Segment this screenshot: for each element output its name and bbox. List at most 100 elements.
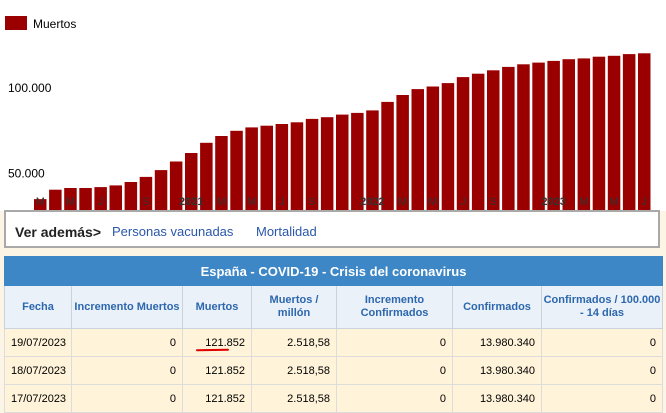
bar-2021-05 xyxy=(245,127,258,211)
cell-muertos: 121.852 xyxy=(182,356,252,385)
cell-muertos-millon: 2.518,58 xyxy=(251,356,337,385)
table-row: 18/07/2023 0 121.852 2.518,58 0 13.980.3… xyxy=(4,356,664,385)
bar-2023-07 xyxy=(638,53,651,211)
deaths-chart-panel: Muertos 100.000 50.000 M M J S 2021 M M J S 2022 M M J S… xyxy=(0,0,666,211)
red-underline-annotation xyxy=(195,348,230,352)
x-tick-label: M xyxy=(36,196,45,208)
see-also-label: Ver además> xyxy=(15,224,102,240)
y-tick-label: 100.000 xyxy=(8,81,52,95)
x-tick-label: S xyxy=(142,196,149,208)
cell-incremento-muertos: 0 xyxy=(71,384,183,413)
bar-2023-06 xyxy=(622,54,636,211)
bar-2020-10 xyxy=(139,176,153,211)
bar-2021-04 xyxy=(230,130,243,211)
x-tick-label: 2023 xyxy=(541,196,565,208)
bar-2020-08 xyxy=(109,185,122,211)
bar-2021-07 xyxy=(275,124,289,211)
cell-muertos-millon: 2.518,58 xyxy=(251,384,337,413)
legend-swatch xyxy=(5,16,27,30)
cell-confirmados: 13.980.340 xyxy=(452,356,542,385)
see-also-bar: Ver además> Personas vacunadas Mortalida… xyxy=(4,210,660,248)
col-fecha[interactable]: Fecha xyxy=(4,285,72,329)
cell-muertos-highlighted: 121.852 xyxy=(182,328,252,357)
bar-2022-07 xyxy=(456,77,470,211)
bar-2022-11 xyxy=(517,64,530,211)
x-tick-label: J xyxy=(279,196,285,208)
bar-2022-01 xyxy=(366,110,379,211)
bar-2021-09 xyxy=(305,118,319,211)
bar-2022-03 xyxy=(396,95,409,211)
bar-2022-06 xyxy=(441,83,455,211)
x-tick-label: J xyxy=(460,196,466,208)
legend-label: Muertos xyxy=(33,17,76,31)
bar-2021-12 xyxy=(351,112,364,211)
x-tick-label: S xyxy=(308,196,315,208)
bar-2021-08 xyxy=(290,122,304,211)
cell-confirmados-100k: 0 xyxy=(540,328,664,357)
bar-2021-10 xyxy=(320,117,334,211)
bar-2022-08 xyxy=(471,73,485,211)
bar-2021-03 xyxy=(215,136,228,211)
col-confirmados-100k[interactable]: Confirmados / 100.000 - 14 días xyxy=(540,285,664,329)
x-tick-label: M xyxy=(579,196,588,208)
bar-2023-04 xyxy=(592,56,606,211)
bar-2021-11 xyxy=(336,114,349,211)
covid-table: España - COVID-19 - Crisis del coronavir… xyxy=(3,256,664,413)
col-muertos[interactable]: Muertos xyxy=(182,285,252,329)
bar-2023-05 xyxy=(607,55,621,211)
bar-2020-12 xyxy=(169,161,183,211)
cell-incremento-muertos: 0 xyxy=(71,328,183,357)
x-tick-label: M xyxy=(398,196,407,208)
bar-2021-02 xyxy=(200,142,213,211)
bar-2020-07 xyxy=(94,187,107,211)
cell-fecha: 17/07/2023 xyxy=(4,384,72,413)
bar-2021-01 xyxy=(185,153,198,211)
bar-2022-05 xyxy=(426,86,440,211)
cell-confirmados: 13.980.340 xyxy=(452,328,542,357)
table-caption: España - COVID-19 - Crisis del coronavir… xyxy=(3,256,664,286)
bar-2023-03 xyxy=(577,58,591,211)
cell-incremento-confirmados: 0 xyxy=(336,356,453,385)
cell-confirmados-100k: 0 xyxy=(540,384,664,413)
link-personas-vacunadas[interactable]: Personas vacunadas xyxy=(112,224,234,239)
x-tick-label: S xyxy=(490,196,497,208)
x-tick-label: M xyxy=(247,196,256,208)
bar-2022-12 xyxy=(532,62,545,211)
bar-2020-11 xyxy=(154,170,168,211)
bar-2023-01 xyxy=(547,60,560,211)
cell-muertos: 121.852 xyxy=(182,384,252,413)
x-tick-label: M xyxy=(428,196,437,208)
cell-confirmados: 13.980.340 xyxy=(452,384,542,413)
col-muertos-millon[interactable]: Muertos / millón xyxy=(251,285,337,329)
bar-2022-09 xyxy=(487,70,500,211)
cell-fecha: 19/07/2023 xyxy=(4,328,72,357)
bar-2022-04 xyxy=(411,89,424,211)
x-tick-label: 2021 xyxy=(179,196,203,208)
bar-2020-06 xyxy=(79,188,92,211)
x-tick-label: 2022 xyxy=(360,196,384,208)
cell-fecha: 18/07/2023 xyxy=(4,356,72,385)
deaths-bar-chart: Muertos 100.000 50.000 M M J S 2021 M M J S 2022 M M J S… xyxy=(5,16,651,211)
bar-2022-02 xyxy=(381,101,394,211)
cell-incremento-confirmados: 0 xyxy=(336,384,453,413)
col-incremento-muertos[interactable]: Incremento Muertos xyxy=(71,285,183,329)
bar-2020-03 xyxy=(34,199,47,211)
x-tick-label: M xyxy=(217,196,226,208)
x-tick-label: J xyxy=(98,196,104,208)
x-tick-label: M xyxy=(66,196,75,208)
x-tick-label: M xyxy=(609,196,618,208)
cell-muertos-millon: 2.518,58 xyxy=(251,328,337,357)
cell-incremento-muertos: 0 xyxy=(71,356,183,385)
bar-2020-09 xyxy=(124,182,138,211)
col-incremento-confirmados[interactable]: Incremento Confirmados xyxy=(336,285,453,329)
bar-2023-02 xyxy=(562,59,575,211)
link-mortalidad[interactable]: Mortalidad xyxy=(256,224,317,239)
x-tick-label: J xyxy=(642,196,648,208)
bar-2022-10 xyxy=(502,66,515,211)
col-confirmados[interactable]: Confirmados xyxy=(452,285,542,329)
bar-2020-04 xyxy=(49,189,62,211)
cell-incremento-confirmados: 0 xyxy=(336,328,453,357)
table-row: 19/07/2023 0 121.852 2.518,58 0 13.980.3… xyxy=(4,328,664,357)
cell-confirmados-100k: 0 xyxy=(540,356,664,385)
bar-2020-05 xyxy=(64,188,77,211)
